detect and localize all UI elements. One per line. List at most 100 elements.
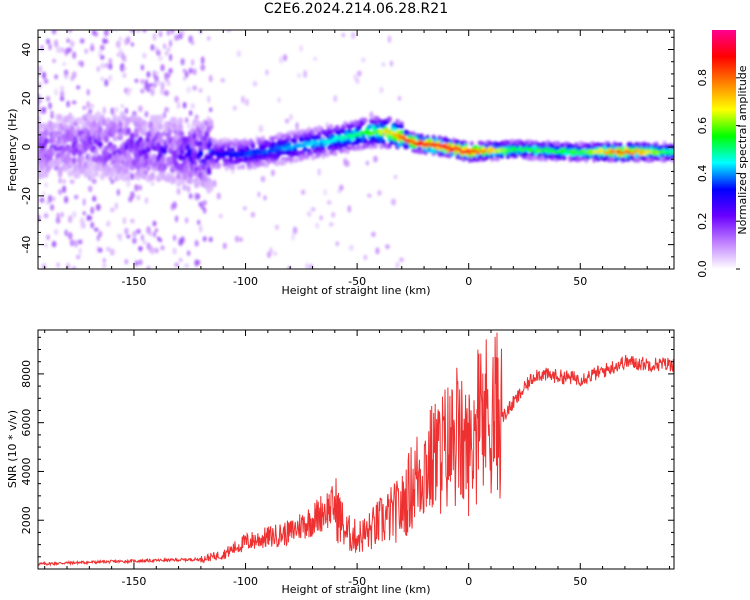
heatmap-cell xyxy=(180,236,185,244)
heatmap-cell xyxy=(363,137,368,144)
heatmap-cell xyxy=(114,30,119,32)
heatmap-cell xyxy=(606,142,611,149)
heatmap-cell xyxy=(131,114,138,122)
heatmap-cell xyxy=(103,135,109,143)
heatmap-cell xyxy=(292,139,298,145)
heatmap-cell xyxy=(57,157,63,165)
heatmap-cell xyxy=(170,171,175,179)
heatmap-cell xyxy=(150,44,155,51)
heatmap-cell xyxy=(257,191,261,198)
heatmap-cell xyxy=(45,148,51,156)
heatmap-cell xyxy=(152,231,157,238)
heatmap-cell xyxy=(86,89,90,96)
heatmap-cell xyxy=(43,78,49,84)
heatmap-cell xyxy=(126,180,131,188)
heatmap-cell xyxy=(244,98,249,107)
heatmap-cell xyxy=(212,139,217,145)
heatmap-cell xyxy=(296,150,302,156)
heatmap-cell xyxy=(329,222,334,227)
heatmap-cell xyxy=(379,143,384,150)
heatmap-cell xyxy=(74,239,78,248)
heatmap-cell xyxy=(184,263,190,269)
heatmap-cell xyxy=(198,224,203,233)
heatmap-cell xyxy=(79,38,85,44)
heatmap-cell xyxy=(47,194,53,203)
heatmap-cell xyxy=(64,73,69,80)
heatmap-cell xyxy=(174,262,179,268)
heatmap-cell xyxy=(59,96,65,102)
heatmap-cell xyxy=(130,42,134,47)
heatmap-cell xyxy=(122,54,127,63)
heatmap-cell xyxy=(284,118,290,124)
heatmap-cell xyxy=(163,126,170,134)
heatmap-cell xyxy=(209,107,213,113)
heatmap-cell xyxy=(292,226,298,235)
spectrogram-panel: -150 -100 -50 0 50 -40 -20 0 20 40 Height of str… xyxy=(6,29,675,297)
heatmap-cell xyxy=(156,79,161,86)
spectrogram-frame xyxy=(37,29,675,270)
heatmap-cell xyxy=(134,260,139,267)
heatmap-cell xyxy=(139,142,146,150)
heatmap-cell xyxy=(91,178,97,184)
heatmap-cell xyxy=(158,30,163,34)
heatmap-cell xyxy=(155,142,162,150)
heatmap-cell xyxy=(132,237,137,244)
heatmap-cell xyxy=(297,73,301,79)
heatmap-cell xyxy=(230,147,236,153)
heatmap-cell xyxy=(68,30,73,33)
heatmap-cell xyxy=(122,72,127,79)
heatmap-cell xyxy=(67,170,73,178)
heatmap-cell xyxy=(164,51,169,56)
heatmap-cell xyxy=(82,222,86,229)
colorbar-label: Normalized spectral amplitude xyxy=(736,65,749,234)
heatmap-cell xyxy=(80,60,84,68)
heatmap-cell xyxy=(355,77,360,84)
heatmap-cell xyxy=(44,243,48,248)
heatmap-cell xyxy=(326,200,332,205)
heatmap-cell xyxy=(192,151,198,159)
heatmap-cell xyxy=(150,246,155,255)
spectrogram-x-tick-label: 50 xyxy=(573,275,587,288)
heatmap-cell xyxy=(266,140,272,147)
spectrogram-y-ticks: -40 -20 0 20 40 xyxy=(20,36,674,270)
heatmap-cell xyxy=(295,121,299,130)
heatmap-cell xyxy=(87,167,93,175)
heatmap-cell xyxy=(112,113,117,120)
heatmap-cell xyxy=(197,193,201,199)
heatmap-cell xyxy=(58,177,62,184)
heatmap-cell xyxy=(54,74,58,80)
heatmap-cell xyxy=(53,39,59,48)
heatmap-cell xyxy=(69,132,75,140)
heatmap-cell xyxy=(123,166,129,175)
heatmap-cell xyxy=(329,124,334,130)
heatmap-cell xyxy=(105,246,111,252)
heatmap-cell xyxy=(122,217,127,225)
heatmap-cell xyxy=(100,62,104,70)
heatmap-cell xyxy=(208,181,214,189)
heatmap-cell xyxy=(38,81,42,89)
heatmap-cell xyxy=(169,39,173,48)
heatmap-cell xyxy=(96,65,100,73)
heatmap-cell xyxy=(375,247,380,255)
heatmap-cell xyxy=(114,202,119,210)
spectrogram-y-tick-label: -40 xyxy=(20,236,33,254)
heatmap-cell xyxy=(66,38,70,43)
heatmap-cell xyxy=(69,125,75,133)
heatmap-cell xyxy=(280,149,286,155)
heatmap-cell xyxy=(313,56,318,61)
colorbar-tick-label: 0.8 xyxy=(696,69,709,87)
heatmap-cell xyxy=(188,177,194,185)
heatmap-cell xyxy=(377,190,382,196)
heatmap-cell xyxy=(134,78,139,83)
heatmap-cell xyxy=(73,194,79,200)
heatmap-cell xyxy=(186,86,191,94)
heatmap-cell xyxy=(164,90,170,97)
heatmap-cell xyxy=(177,153,184,161)
heatmap-cell xyxy=(129,191,135,200)
heatmap-cell xyxy=(389,60,394,67)
heatmap-cell xyxy=(53,228,59,236)
heatmap-cell xyxy=(124,227,129,235)
heatmap-cell xyxy=(106,220,111,227)
heatmap-cell xyxy=(242,206,247,211)
heatmap-cell xyxy=(64,229,68,237)
